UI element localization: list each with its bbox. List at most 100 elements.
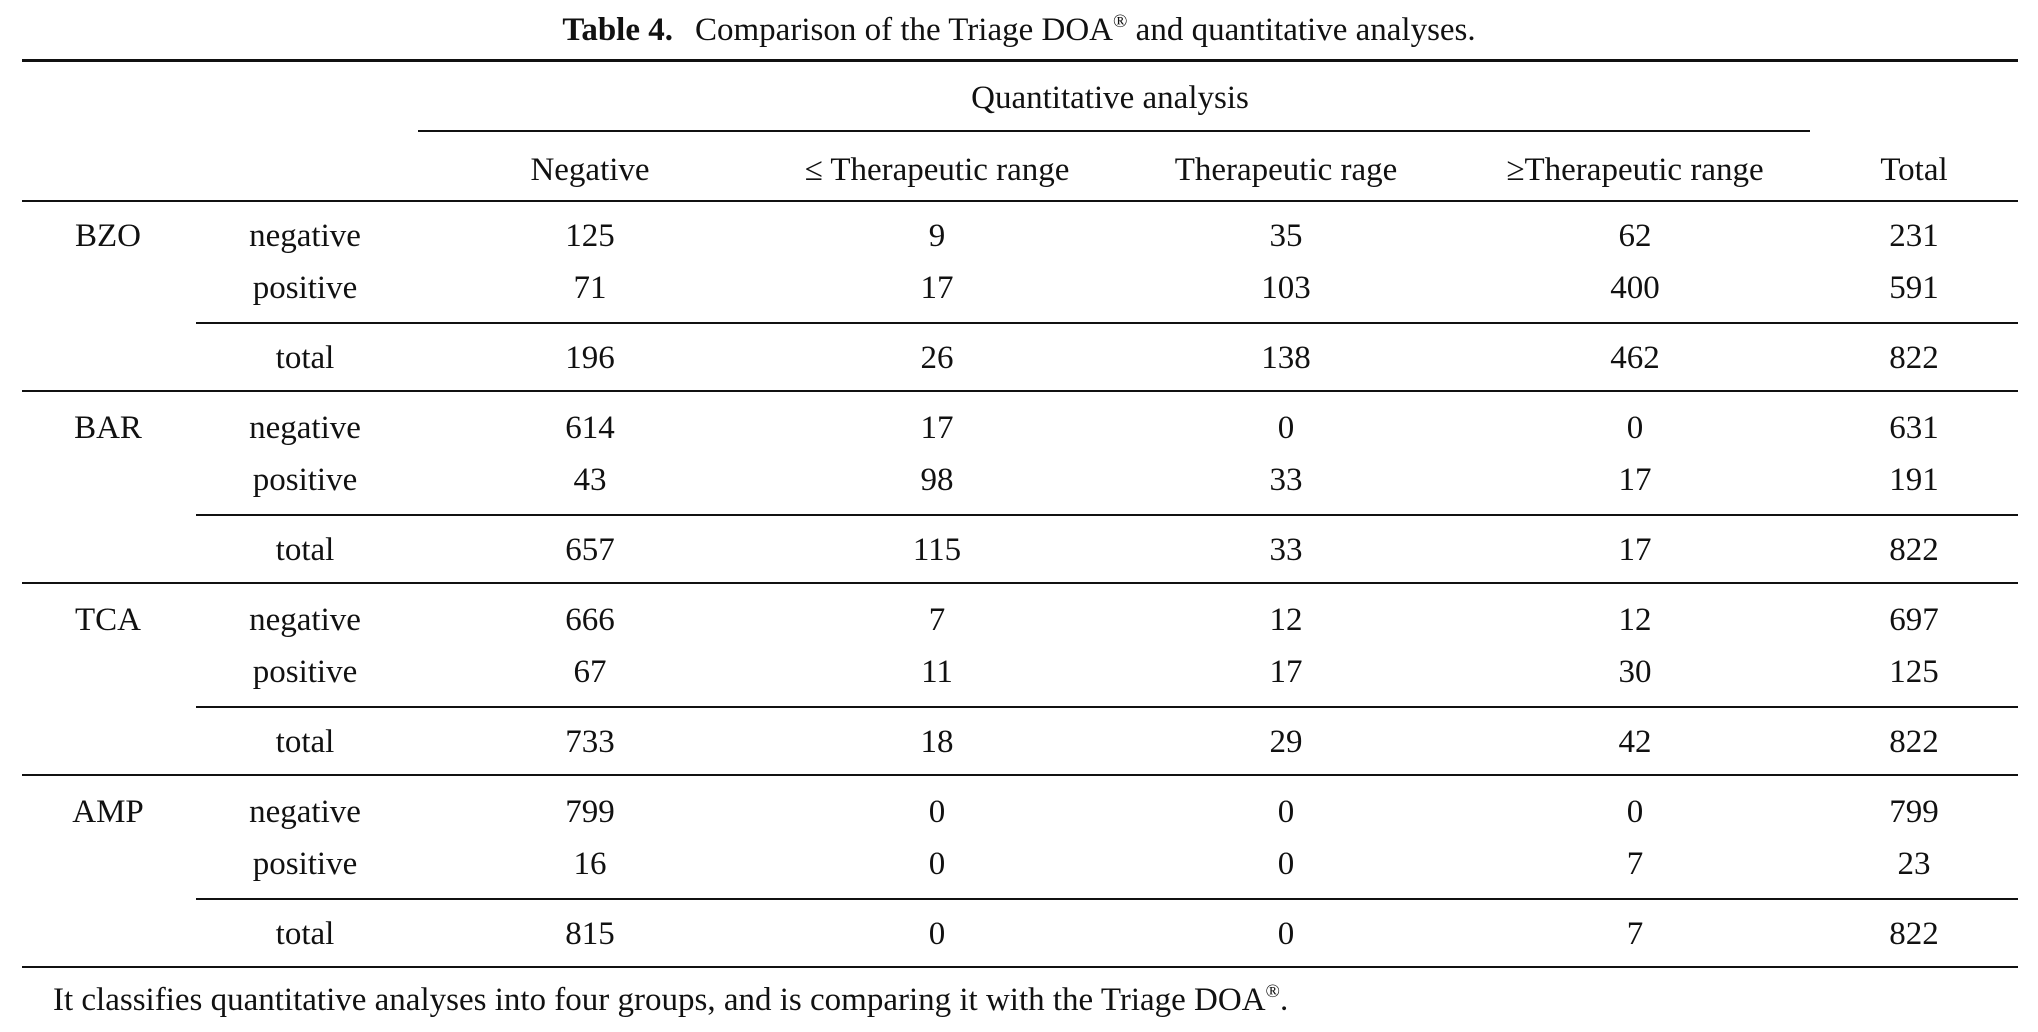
table-cell: 16 [573, 846, 607, 882]
table-caption: Table 4. Comparison of the Triage DOA® an… [0, 8, 2038, 52]
footnote-text: It classifies quantitative analyses into… [53, 982, 1266, 1018]
registered-mark: ® [1265, 981, 1280, 1002]
table-cell: 657 [565, 532, 615, 568]
table-cell: 0 [928, 846, 946, 882]
row-label: total [275, 340, 335, 376]
table-cell: 0 [1277, 410, 1295, 446]
table-cell: 33 [1269, 462, 1303, 498]
table-cell: 0 [1277, 794, 1295, 830]
table-cell: 799 [1889, 794, 1939, 830]
table-cell: 43 [573, 462, 607, 498]
table-cell: 12 [1618, 602, 1652, 638]
column-header: ≥Therapeutic range [1506, 152, 1764, 188]
table-cell: 17 [1618, 532, 1652, 568]
bottom-rule [22, 966, 2018, 968]
column-header: Therapeutic rage [1174, 152, 1398, 188]
table-cell: 9 [928, 218, 946, 254]
group-subtotal-rule [196, 514, 2018, 516]
table-cell: 0 [1626, 794, 1644, 830]
table-cell: 733 [565, 724, 615, 760]
table-cell: 400 [1610, 270, 1660, 306]
group-subtotal-rule [196, 706, 2018, 708]
table-cell: 35 [1269, 218, 1303, 254]
table-cell: 67 [573, 654, 607, 690]
table-cell: 697 [1889, 602, 1939, 638]
group-separator-rule [22, 774, 2018, 776]
group-label: BZO [75, 218, 141, 254]
table-cell: 231 [1889, 218, 1939, 254]
table-cell: 26 [920, 340, 954, 376]
table-cell: 0 [1277, 846, 1295, 882]
group-label: AMP [72, 794, 144, 830]
table-cell: 822 [1889, 916, 1939, 952]
row-label: positive [252, 654, 358, 690]
group-separator-rule [22, 582, 2018, 584]
spanner-header: Quantitative analysis [971, 80, 1249, 116]
table-cell: 822 [1889, 340, 1939, 376]
row-label: negative [249, 602, 361, 638]
table-cell: 17 [1269, 654, 1303, 690]
caption-text-end: and quantitative analyses. [1127, 12, 1476, 48]
table-cell: 631 [1889, 410, 1939, 446]
table-cell: 115 [912, 532, 962, 568]
row-label: positive [252, 846, 358, 882]
table-cell: 62 [1618, 218, 1652, 254]
table-footnote: It classifies quantitative analyses into… [53, 978, 1288, 1022]
spanner-rule [418, 130, 1810, 132]
row-label: negative [249, 410, 361, 446]
table-cell: 196 [565, 340, 615, 376]
row-label: total [275, 916, 335, 952]
table-cell: 11 [921, 654, 953, 690]
table-cell: 822 [1889, 532, 1939, 568]
group-separator-rule [22, 390, 2018, 392]
table-cell: 7 [928, 602, 946, 638]
column-header: ≤ Therapeutic range [804, 152, 1070, 188]
table-cell: 17 [1618, 462, 1652, 498]
table-cell: 0 [1277, 916, 1295, 952]
table-cell: 0 [928, 916, 946, 952]
table-cell: 191 [1889, 462, 1939, 498]
table-cell: 17 [920, 410, 954, 446]
row-label: total [275, 724, 335, 760]
table-cell: 7 [1626, 846, 1644, 882]
table-cell: 12 [1269, 602, 1303, 638]
table-cell: 7 [1626, 916, 1644, 952]
table-cell: 125 [1889, 654, 1939, 690]
table-cell: 23 [1897, 846, 1931, 882]
row-label: positive [252, 462, 358, 498]
table-cell: 98 [920, 462, 954, 498]
row-label: negative [249, 218, 361, 254]
table-cell: 822 [1889, 724, 1939, 760]
row-label: positive [252, 270, 358, 306]
table-cell: 591 [1889, 270, 1939, 306]
column-header: Total [1880, 152, 1948, 188]
table-cell: 71 [573, 270, 607, 306]
table-cell: 29 [1269, 724, 1303, 760]
group-subtotal-rule [196, 898, 2018, 900]
row-label: negative [249, 794, 361, 830]
table-cell: 42 [1618, 724, 1652, 760]
table-cell: 614 [565, 410, 615, 446]
group-label: BAR [74, 410, 142, 446]
table-cell: 666 [565, 602, 615, 638]
table-cell: 462 [1610, 340, 1660, 376]
top-rule [22, 59, 2018, 62]
table-cell: 799 [565, 794, 615, 830]
table-cell: 17 [920, 270, 954, 306]
group-subtotal-rule [196, 322, 2018, 324]
column-header: Negative [530, 152, 650, 188]
table-cell: 125 [565, 218, 615, 254]
table-cell: 103 [1261, 270, 1311, 306]
table-cell: 0 [1626, 410, 1644, 446]
table-cell: 138 [1261, 340, 1311, 376]
registered-mark: ® [1112, 11, 1128, 32]
table-cell: 30 [1618, 654, 1652, 690]
footnote-end: . [1279, 982, 1289, 1018]
caption-text: Comparison of the Triage DOA [695, 12, 1113, 48]
table-cell: 18 [920, 724, 954, 760]
header-rule [22, 200, 2018, 202]
group-label: TCA [75, 602, 141, 638]
table-cell: 33 [1269, 532, 1303, 568]
table-cell: 815 [565, 916, 615, 952]
